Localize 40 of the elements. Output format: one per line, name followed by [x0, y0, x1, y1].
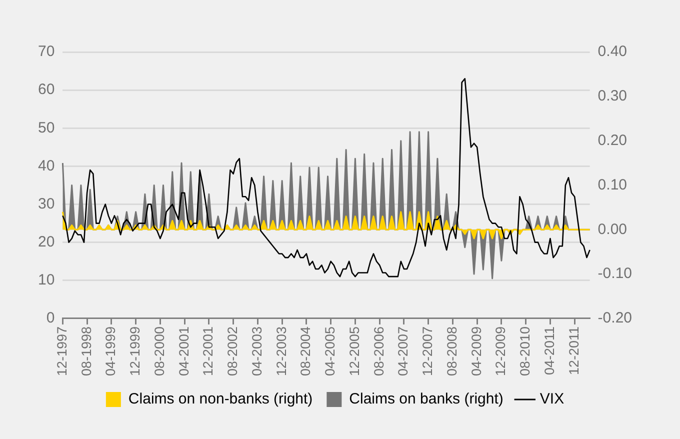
legend-label: Claims on non-banks (right): [128, 390, 313, 408]
y2-tick-label: 0.20: [598, 132, 628, 149]
y-tick-label: 0: [46, 310, 55, 327]
x-tick-label: 04-2007: [396, 326, 411, 376]
y2-tick-label: 0.10: [598, 176, 628, 194]
x-tick-label: 08-2008: [444, 326, 460, 376]
x-tick-label: 04-1999: [103, 326, 118, 376]
y-tick-label: 70: [38, 43, 55, 60]
y2-tick-label: 0.40: [598, 43, 628, 60]
y-tick-label: 40: [38, 157, 55, 174]
y2-tick-label: -0.10: [598, 265, 632, 282]
x-tick-label: 08-2004: [298, 326, 314, 376]
y-tick-label: 50: [38, 119, 55, 136]
x-tick-label: 12-1997: [54, 326, 70, 376]
x-tick-label: 04-2009: [468, 326, 484, 376]
y-tick-label: 20: [38, 233, 55, 250]
y-tick-label: 60: [38, 81, 55, 98]
x-tick-label: 04-2001: [176, 326, 192, 376]
x-tick-label: 08-2000: [152, 326, 167, 376]
x-tick-label: 08-2002: [225, 326, 240, 376]
x-tick-label: 12-2007: [420, 326, 436, 376]
x-tick-label: 12-2011: [566, 326, 582, 376]
x-tick-label: 12-1999: [128, 326, 143, 376]
x-tick-label: 12-2001: [200, 326, 216, 376]
x-tick-label: 04-2011: [542, 326, 557, 376]
x-tick-label: 08-2006: [371, 326, 386, 376]
x-tick-label: 08-2010: [518, 326, 533, 376]
legend-label: Claims on banks (right): [349, 390, 504, 408]
x-tick-label: 12-2005: [346, 326, 362, 376]
x-tick-label: 12-2009: [493, 326, 508, 376]
x-tick-label: 04-2003: [249, 326, 264, 376]
y-tick-label: 10: [38, 272, 55, 289]
y2-tick-label: -0.20: [598, 310, 632, 327]
y-tick-label: 30: [38, 195, 55, 212]
x-tick-label: 08-1998: [78, 326, 94, 376]
legend-label: VIX: [540, 390, 564, 408]
x-tick-label: 04-2005: [322, 326, 338, 376]
y2-tick-label: 0.00: [598, 220, 628, 238]
y2-tick-label: 0.30: [598, 88, 628, 105]
x-tick-label: 12-2003: [274, 326, 289, 376]
